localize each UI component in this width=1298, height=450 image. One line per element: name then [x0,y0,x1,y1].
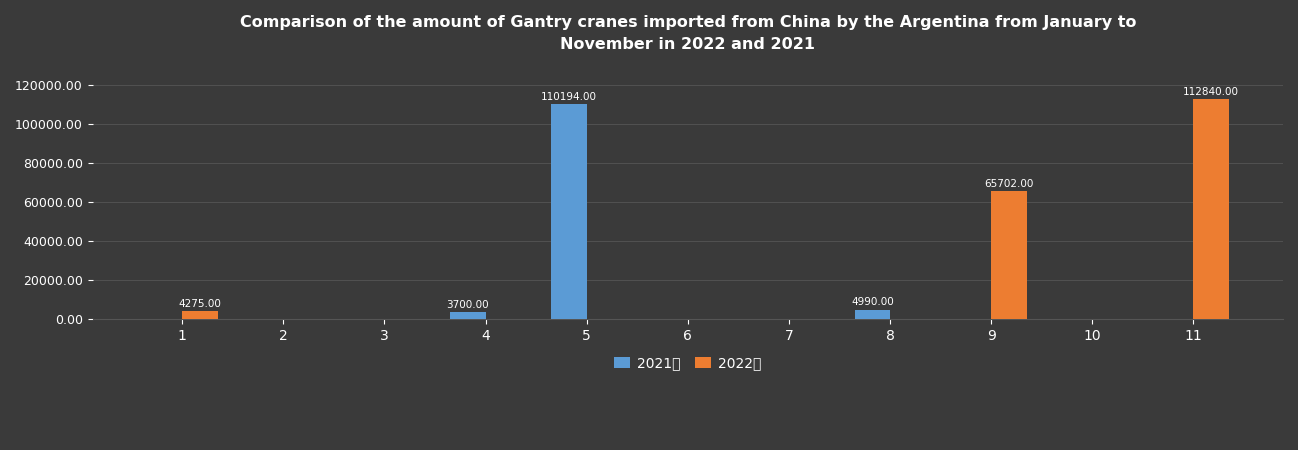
Text: 4990.00: 4990.00 [851,297,894,307]
Text: 65702.00: 65702.00 [984,179,1033,189]
Bar [182,311,218,320]
Bar [992,191,1027,320]
Text: 112840.00: 112840.00 [1184,87,1240,97]
Bar [552,104,587,320]
Text: 4275.00: 4275.00 [178,299,221,309]
Bar [450,312,485,319]
Text: 3700.00: 3700.00 [447,300,489,310]
Title: Comparison of the amount of Gantry cranes imported from China by the Argentina f: Comparison of the amount of Gantry crane… [240,15,1136,52]
Bar [854,310,890,320]
Bar [1193,99,1229,320]
Legend: 2021年, 2022年: 2021年, 2022年 [609,351,767,376]
Text: 110194.00: 110194.00 [541,92,597,102]
